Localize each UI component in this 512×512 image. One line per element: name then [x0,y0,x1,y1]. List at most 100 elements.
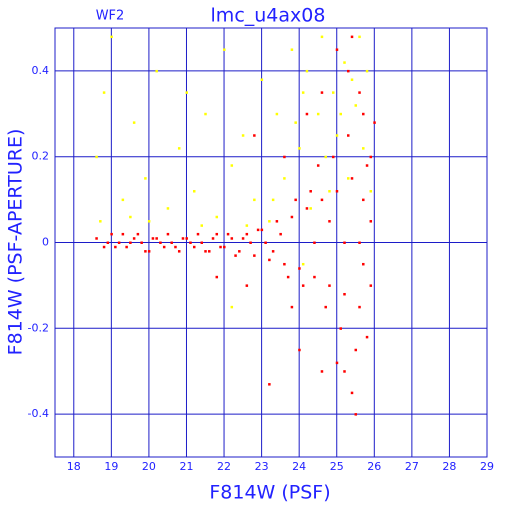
point [215,215,219,219]
point [298,147,301,150]
point [147,250,151,253]
point [301,91,305,94]
point [121,232,125,236]
point [313,241,316,244]
point [238,250,241,253]
point [155,237,158,240]
point [354,413,358,416]
point [290,48,294,51]
point [166,207,170,210]
point [335,134,339,137]
point [358,35,361,39]
point [234,254,237,257]
point [358,241,361,244]
x-tick-label: 25 [330,460,344,473]
x-tick-label: 29 [480,460,494,473]
point [268,220,271,223]
point [114,245,117,249]
point [362,198,365,202]
point [140,241,143,244]
x-tick-label: 23 [255,460,269,473]
point [358,305,361,309]
point [283,177,286,180]
x-tick-label: 28 [442,460,456,473]
point [328,220,331,223]
point [335,361,339,365]
point [316,164,320,167]
point [343,241,346,244]
point [369,155,373,159]
x-tick-label: 24 [292,460,306,473]
point [328,190,331,193]
point [339,327,342,330]
point [343,292,346,296]
point [253,134,256,137]
point [170,241,173,244]
y-tick-label: -0.4 [28,407,49,420]
point [204,112,207,116]
x-tick-label: 22 [217,460,231,473]
point [362,147,365,150]
point [144,177,147,180]
point [350,35,354,39]
point [268,383,271,386]
point [253,198,256,202]
point [136,232,140,236]
point [279,232,282,236]
point [316,112,320,116]
point [283,155,286,159]
point [369,284,373,287]
y-tick-label: -0.2 [28,321,49,334]
x-tick-label: 19 [104,460,118,473]
point [215,232,219,236]
point [331,91,335,94]
plot-frame [54,27,488,458]
point [230,237,234,240]
point [219,245,222,249]
point [151,237,155,240]
point [335,190,339,193]
point [226,232,230,236]
y-tick-label: 0.2 [32,150,50,163]
point [298,348,301,352]
annotation: WF2 [96,9,125,24]
point [144,250,147,253]
point [294,121,297,124]
point [260,78,264,81]
point [245,284,249,287]
point [147,220,151,223]
point [159,241,162,244]
point [223,245,226,249]
point [365,69,369,73]
point [241,237,245,240]
point [121,198,125,202]
point [305,112,309,116]
point [132,121,136,124]
point [320,35,324,39]
point [264,241,267,244]
point [117,241,121,244]
point [271,198,275,202]
point [283,262,286,266]
point [350,177,354,180]
point [339,112,342,116]
point [177,250,181,253]
chart-title: lmc_u4ax08 [211,5,326,27]
point [223,48,226,51]
point [320,198,324,202]
point [110,232,113,236]
y-tick-label: 0 [42,236,49,249]
point [365,164,369,167]
point [275,220,279,223]
point [305,69,309,73]
point [204,250,207,253]
point [230,305,234,309]
point [347,134,350,137]
point [192,190,196,193]
point [245,224,249,227]
point [347,69,350,73]
point [275,112,279,116]
x-tick-label: 21 [179,460,193,473]
point [347,177,350,180]
